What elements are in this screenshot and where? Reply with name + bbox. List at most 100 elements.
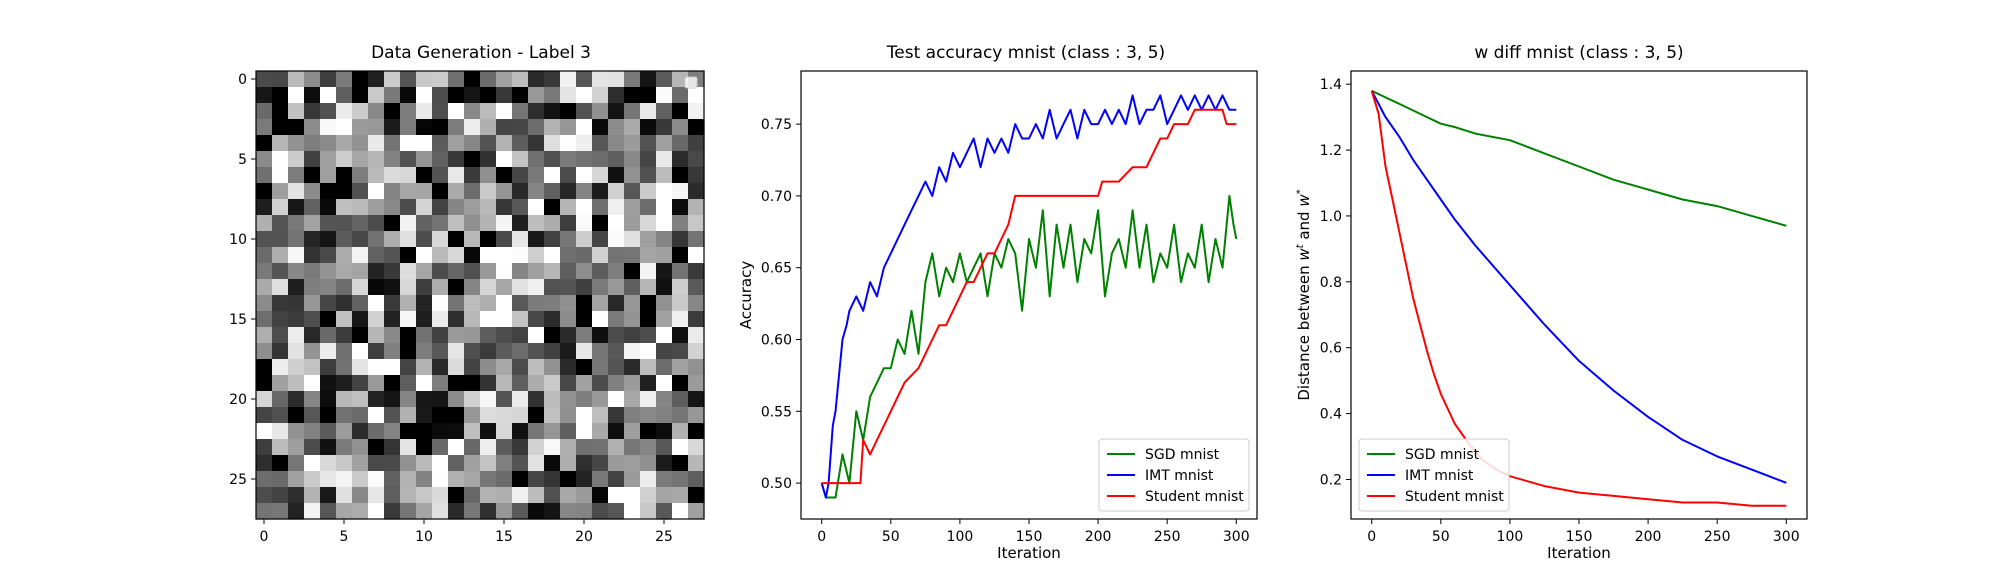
heatmap-cell (304, 215, 321, 232)
heatmap-cell (432, 135, 449, 152)
heatmap-cell (512, 103, 529, 120)
heatmap-cell (512, 151, 529, 168)
heatmap-cell (672, 119, 689, 136)
heatmap-cell (592, 407, 609, 424)
heatmap-cell (320, 183, 337, 200)
heatmap-cell (512, 199, 529, 216)
heatmap-cell (544, 503, 561, 520)
heatmap-cell (672, 279, 689, 296)
y-tick-label: 5 (238, 152, 247, 168)
heatmap-cell (640, 279, 657, 296)
heatmap-cell (304, 87, 321, 104)
heatmap-cell (592, 359, 609, 376)
heatmap-cell (368, 343, 385, 360)
heatmap-cell (256, 439, 273, 456)
heatmap-cell (544, 391, 561, 408)
heatmap-cell (352, 423, 369, 440)
heatmap-cell (608, 359, 625, 376)
heatmap-cell (448, 375, 465, 392)
heatmap-cell (336, 471, 353, 488)
heatmap-cell (432, 71, 449, 88)
heatmap-cell (272, 439, 289, 456)
heatmap-cell (336, 359, 353, 376)
heatmap-cell (400, 215, 417, 232)
heatmap-cell (352, 71, 369, 88)
heatmap-cell (576, 503, 593, 520)
heatmap-cell (576, 263, 593, 280)
heatmap-cell (432, 487, 449, 504)
heatmap-cell (416, 71, 433, 88)
heatmap-cell (304, 279, 321, 296)
y-tick-label: 1.0 (1320, 209, 1342, 225)
heatmap-cell (432, 359, 449, 376)
heatmap-cell (416, 295, 433, 312)
y-tick-label: 0.2 (1320, 472, 1342, 488)
heatmap-cell (272, 87, 289, 104)
heatmap-cell (480, 135, 497, 152)
heatmap-cell (416, 103, 433, 120)
heatmap-cell (336, 199, 353, 216)
heatmap-cell (400, 503, 417, 520)
heatmap-cell (544, 471, 561, 488)
heatmap-cell (592, 71, 609, 88)
heatmap-cell (432, 247, 449, 264)
heatmap-cell (480, 439, 497, 456)
heatmap-cell (400, 439, 417, 456)
heatmap-cell (352, 487, 369, 504)
heatmap-cell (256, 167, 273, 184)
heatmap-cell (560, 103, 577, 120)
heatmap-cell (432, 327, 449, 344)
heatmap-cell (368, 103, 385, 120)
heatmap-cell (688, 503, 705, 520)
heatmap-cell (560, 471, 577, 488)
heatmap-cell (560, 503, 577, 520)
heatmap-cell (560, 391, 577, 408)
heatmap-cell (400, 103, 417, 120)
heatmap-cell (400, 471, 417, 488)
heatmap-cell (400, 263, 417, 280)
heatmap-cell (672, 439, 689, 456)
heatmap-cell (288, 295, 305, 312)
heatmap-cell (576, 103, 593, 120)
heatmap-cell (384, 87, 401, 104)
heatmap-cell (496, 151, 513, 168)
heatmap-cell (688, 279, 705, 296)
heatmap-cell (448, 391, 465, 408)
heatmap-cell (368, 119, 385, 136)
heatmap-cell (400, 135, 417, 152)
heatmap-cell (672, 423, 689, 440)
heatmap-cell (352, 359, 369, 376)
heatmap-cell (448, 279, 465, 296)
heatmap-cell (512, 231, 529, 248)
heatmap-cell (368, 231, 385, 248)
heatmap-cell (592, 231, 609, 248)
heatmap-cell (272, 167, 289, 184)
heatmap-cell (688, 311, 705, 328)
heatmap-cell (592, 311, 609, 328)
heatmap-cell (640, 407, 657, 424)
heatmap-cell (560, 423, 577, 440)
legend-label: IMT mnist (1405, 468, 1474, 484)
heatmap-cell (640, 487, 657, 504)
heatmap-cell (384, 359, 401, 376)
heatmap-cell (560, 247, 577, 264)
heatmap-cell (672, 311, 689, 328)
heatmap-cell (480, 215, 497, 232)
heatmap-cell (368, 215, 385, 232)
heatmap-cell (608, 295, 625, 312)
heatmap-cell (272, 375, 289, 392)
heatmap-cell (336, 343, 353, 360)
heatmap-cell (624, 215, 641, 232)
heatmap-cell (528, 87, 545, 104)
heatmap-cell (256, 503, 273, 520)
heatmap-cell (336, 167, 353, 184)
heatmap-cell (336, 327, 353, 344)
heatmap-cell (352, 215, 369, 232)
heatmap-cell (304, 503, 321, 520)
heatmap-cell (576, 327, 593, 344)
heatmap-cell (656, 167, 673, 184)
series-line-imt-mnist (1370, 90, 1787, 484)
heatmap-cell (416, 215, 433, 232)
heatmap-cell (480, 311, 497, 328)
heatmap-cell (656, 247, 673, 264)
